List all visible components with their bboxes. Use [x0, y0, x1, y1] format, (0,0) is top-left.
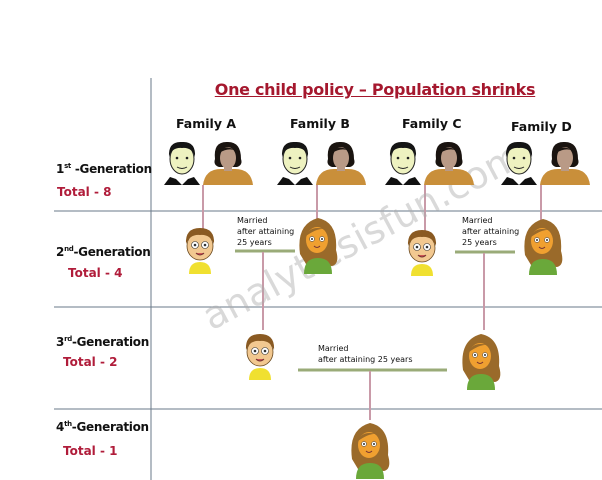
gen4-girl-icon [348, 419, 392, 479]
family-b-label: Family B [290, 116, 350, 131]
generation-1-label: 1st -Generation [56, 162, 152, 176]
generation-3-label: 3rd-Generation [56, 335, 149, 349]
generation-3-total: Total - 2 [63, 355, 118, 369]
family-a-label: Family A [176, 116, 237, 131]
father-c-icon [385, 139, 421, 185]
generation-2-total: Total - 4 [68, 266, 123, 280]
gen3-boy-icon [243, 330, 277, 380]
family-c-label: Family C [402, 116, 462, 131]
gen3-girl-icon [459, 330, 503, 390]
marriage-note-gen3: Married after attaining 25 years [318, 344, 413, 364]
mother-d-icon [540, 139, 590, 185]
page-title: One child policy – Population shrinks [214, 80, 536, 99]
family-d-label: Family D [511, 119, 572, 134]
generation-2-label: 2nd-Generation [56, 245, 151, 259]
gen2-boy-a-icon [183, 224, 217, 274]
mother-c-icon [424, 139, 474, 185]
generation-1-total: Total - 8 [57, 185, 112, 199]
mother-a-icon [203, 139, 253, 185]
generation-4-total: Total - 1 [63, 444, 118, 458]
marriage-note-left: Married after attaining 25 years [237, 216, 295, 247]
father-d-icon [501, 139, 537, 185]
marriage-note-right: Married after attaining 25 years [462, 216, 520, 247]
father-b-icon [277, 139, 313, 185]
generation-4-label: 4th-Generation [56, 420, 149, 434]
gen2-girl-d-icon [521, 215, 565, 275]
gen2-girl-b-icon [296, 214, 340, 274]
father-a-icon [164, 139, 200, 185]
mother-b-icon [316, 139, 366, 185]
gen2-boy-c-icon [405, 226, 439, 276]
